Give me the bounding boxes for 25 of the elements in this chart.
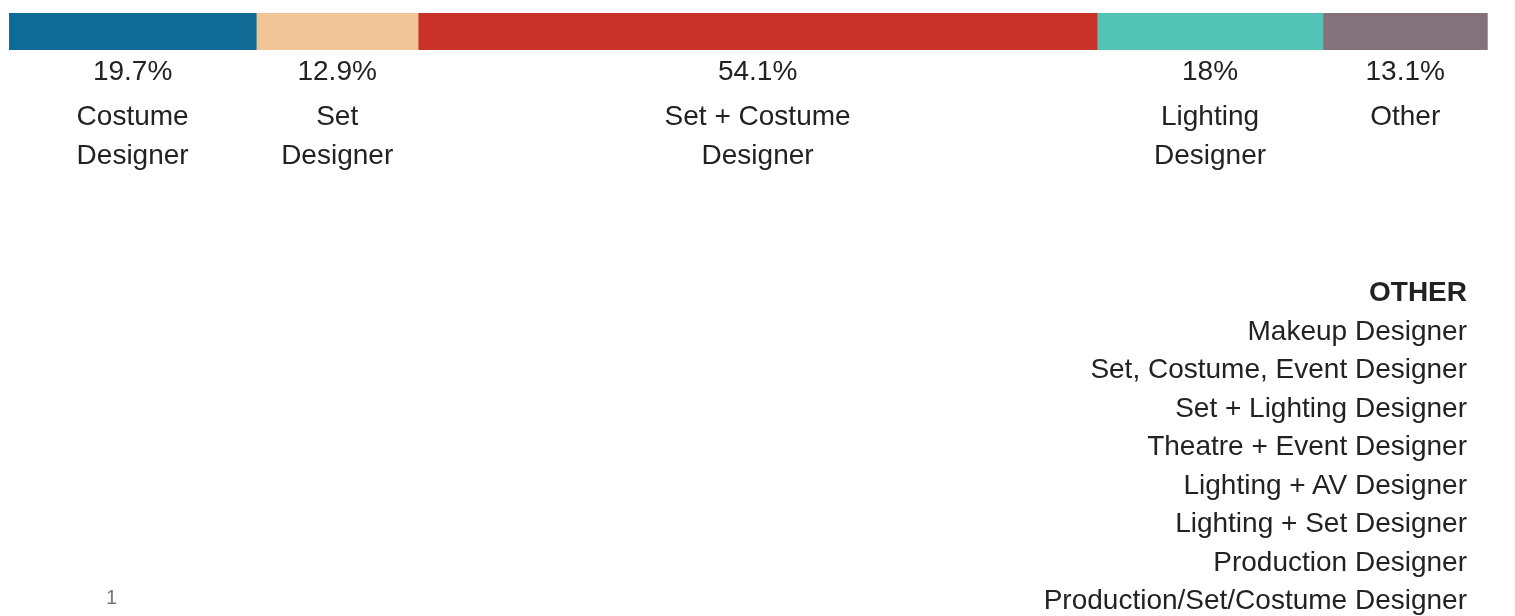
data-label: 18% [1182,54,1239,86]
text: Production/Set/Costume Designer [1043,583,1467,616]
text: OTHER [1369,275,1467,309]
bar [255,13,419,50]
text: Lighting + Set Designer [1175,506,1467,540]
data-label: 12.9% [297,54,377,86]
text: 1 [106,586,118,609]
text: Theatre + Event Designer [1147,429,1467,463]
text: Lighting + AV Designer [1183,467,1467,502]
bar [1322,13,1488,50]
text: Production Designer [1213,544,1467,579]
text: Makeup Designer [1247,313,1467,348]
bar [417,13,1098,50]
series-label: Other [1370,99,1441,131]
data-label: 13.1% [1365,54,1445,86]
data-label: 54.1% [717,54,798,86]
series-label: Set + Costume Designer [664,99,851,170]
text: Set, Costume, Event Designer [1090,352,1467,386]
series-label: Set Designer [281,99,394,170]
bar [9,13,257,50]
series-label: Costume Designer [76,99,189,170]
bar [1096,13,1324,50]
series-label: Lighting Designer [1154,99,1267,170]
data-label: 19.7% [92,54,173,86]
text: Set + Lighting Designer [1175,390,1467,425]
